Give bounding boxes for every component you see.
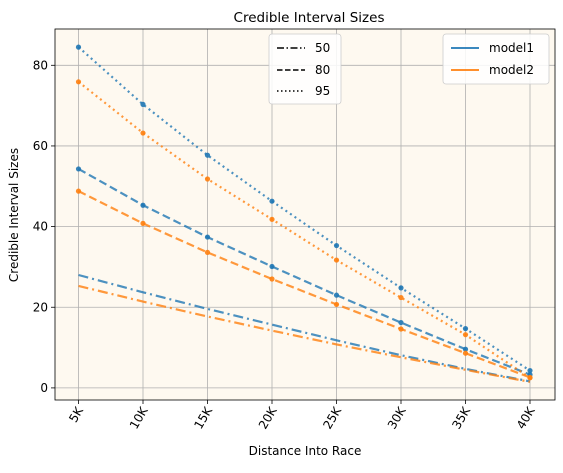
x-tick-label: 25K xyxy=(320,404,344,432)
data-point-model1-95 xyxy=(333,242,340,249)
legend-intervals-box xyxy=(268,33,342,105)
legend-models: model1 model2 xyxy=(442,33,550,85)
data-point-model2-95 xyxy=(527,375,533,381)
legend-label-model1: model1 xyxy=(489,41,534,55)
y-tick-label: 20 xyxy=(33,300,48,314)
data-point-model2-95 xyxy=(75,79,82,85)
x-tick-label: 5K xyxy=(66,404,86,425)
data-point-model1-80 xyxy=(333,292,340,298)
data-point-model1-95 xyxy=(269,198,275,204)
data-point-model1-95 xyxy=(398,285,404,291)
legend-label-80: 80 xyxy=(315,63,330,77)
data-point-model2-80 xyxy=(140,220,146,226)
x-tick-label: 15K xyxy=(191,404,215,432)
data-point-model1-95 xyxy=(140,101,146,108)
y-tick-label: 0 xyxy=(40,381,48,395)
data-point-model2-95 xyxy=(269,216,275,222)
series-line-model2-50 xyxy=(78,284,531,383)
x-tick-label: 30K xyxy=(385,404,409,432)
data-point-model2-80 xyxy=(333,301,340,308)
x-tick-label: 10K xyxy=(127,404,151,432)
data-point-model2-95 xyxy=(333,257,340,263)
data-point-model1-80 xyxy=(204,234,211,240)
data-point-model1-95 xyxy=(204,152,211,158)
data-point-model2-95 xyxy=(398,294,404,301)
data-point-model1-80 xyxy=(140,202,146,208)
y-tick-label: 80 xyxy=(33,58,48,72)
legend-label-model2: model2 xyxy=(489,63,534,77)
chart-title: Credible Interval Sizes xyxy=(234,10,385,26)
data-point-model1-80 xyxy=(398,319,404,326)
data-point-model2-95 xyxy=(140,130,146,136)
series-line-model2-80 xyxy=(78,190,531,379)
data-point-model1-80 xyxy=(462,346,469,352)
data-point-model1-80 xyxy=(75,166,82,172)
legend-label-95: 95 xyxy=(315,84,330,98)
series-line-model1-80 xyxy=(77,167,531,376)
x-tick-label: 35K xyxy=(449,404,473,432)
series-layer xyxy=(75,44,533,383)
data-point-model2-95 xyxy=(204,176,211,182)
plot-frame xyxy=(54,28,556,401)
x-tick-label: 20K xyxy=(256,404,280,432)
y-axis-label: Credible Interval Sizes xyxy=(7,148,21,282)
data-point-model2-95 xyxy=(462,332,469,338)
data-point-model1-95 xyxy=(462,326,469,332)
series-line-model1-95 xyxy=(77,46,531,372)
legend-intervals: 50 80 95 xyxy=(268,33,342,105)
data-point-model1-95 xyxy=(75,44,82,50)
data-point-model1-80 xyxy=(269,263,275,270)
data-point-model2-80 xyxy=(398,326,404,332)
data-point-model2-80 xyxy=(462,350,469,356)
y-tick-label: 40 xyxy=(33,220,48,234)
data-point-model2-80 xyxy=(204,249,211,256)
legend-label-50: 50 xyxy=(315,41,330,55)
data-point-model1-95 xyxy=(527,367,533,374)
data-point-model2-80 xyxy=(269,276,275,282)
y-tick-label: 60 xyxy=(33,139,48,153)
legend-models-box xyxy=(442,33,550,85)
x-tick-label: 40K xyxy=(514,404,538,432)
data-point-model2-80 xyxy=(75,188,82,194)
series-line-model2-95 xyxy=(77,80,531,379)
x-axis-label: Distance Into Race xyxy=(249,444,362,458)
grid xyxy=(55,29,555,400)
